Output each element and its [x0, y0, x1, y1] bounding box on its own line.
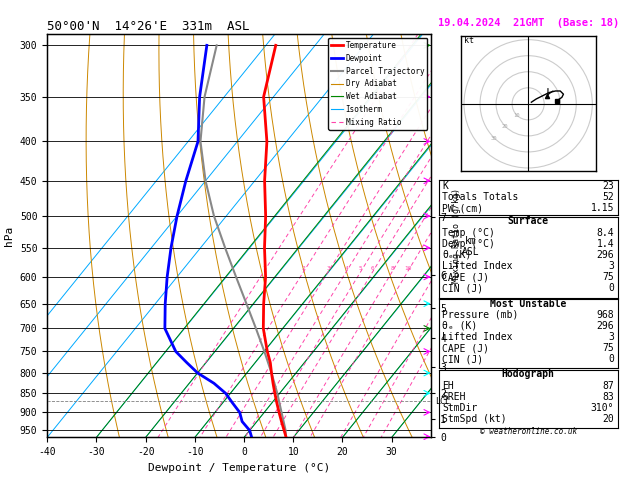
Text: 20: 20 [603, 414, 614, 424]
Text: 10: 10 [404, 266, 411, 271]
Text: Dewp (°C): Dewp (°C) [442, 239, 495, 249]
Text: 23: 23 [603, 181, 614, 191]
Text: 1: 1 [262, 266, 266, 271]
Text: EH: EH [442, 381, 454, 391]
Text: 4: 4 [345, 266, 348, 271]
Text: 3: 3 [608, 332, 614, 342]
Text: 8.4: 8.4 [596, 227, 614, 238]
Text: Mixing Ratio (g/kg): Mixing Ratio (g/kg) [452, 188, 461, 283]
Text: CAPE (J): CAPE (J) [442, 343, 489, 353]
Text: CAPE (J): CAPE (J) [442, 272, 489, 282]
Text: 3: 3 [608, 261, 614, 271]
Text: StmSpd (kt): StmSpd (kt) [442, 414, 507, 424]
Text: 20: 20 [502, 124, 508, 129]
Y-axis label: hPa: hPa [4, 226, 14, 246]
Text: LCL: LCL [435, 397, 450, 405]
Text: Lifted Index: Lifted Index [442, 332, 513, 342]
Text: 0: 0 [608, 283, 614, 294]
Text: Pressure (mb): Pressure (mb) [442, 310, 519, 320]
Text: SREH: SREH [442, 392, 465, 402]
Text: 1.4: 1.4 [596, 239, 614, 249]
Y-axis label: km
ASL: km ASL [462, 236, 480, 257]
Text: Lifted Index: Lifted Index [442, 261, 513, 271]
Text: 296: 296 [596, 250, 614, 260]
Text: CIN (J): CIN (J) [442, 283, 483, 294]
Text: Temp (°C): Temp (°C) [442, 227, 495, 238]
Text: © weatheronline.co.uk: © weatheronline.co.uk [479, 427, 577, 436]
Text: 10: 10 [513, 113, 520, 118]
Text: CIN (J): CIN (J) [442, 354, 483, 364]
Text: 6: 6 [371, 266, 375, 271]
Text: 8: 8 [391, 266, 394, 271]
Text: θₑ(K): θₑ(K) [442, 250, 472, 260]
Text: 50°00'N  14°26'E  331m  ASL: 50°00'N 14°26'E 331m ASL [47, 20, 250, 33]
Text: 30: 30 [490, 136, 497, 141]
Text: 87: 87 [603, 381, 614, 391]
Text: 83: 83 [603, 392, 614, 402]
Text: 0: 0 [608, 354, 614, 364]
Text: 2: 2 [302, 266, 306, 271]
Text: Totals Totals: Totals Totals [442, 192, 519, 202]
Text: Most Unstable: Most Unstable [490, 298, 566, 309]
Text: K: K [442, 181, 448, 191]
Text: 75: 75 [603, 272, 614, 282]
Text: kt: kt [464, 36, 474, 45]
Text: 310°: 310° [591, 403, 614, 413]
Text: 3: 3 [326, 266, 330, 271]
Text: PW (cm): PW (cm) [442, 203, 483, 213]
Text: 296: 296 [596, 321, 614, 331]
Text: Hodograph: Hodograph [502, 369, 555, 380]
Text: 5: 5 [359, 266, 363, 271]
Text: 52: 52 [603, 192, 614, 202]
X-axis label: Dewpoint / Temperature (°C): Dewpoint / Temperature (°C) [148, 463, 330, 473]
Text: Surface: Surface [508, 216, 548, 226]
Legend: Temperature, Dewpoint, Parcel Trajectory, Dry Adiabat, Wet Adiabat, Isotherm, Mi: Temperature, Dewpoint, Parcel Trajectory… [328, 38, 427, 130]
Text: 968: 968 [596, 310, 614, 320]
Text: 19.04.2024  21GMT  (Base: 18): 19.04.2024 21GMT (Base: 18) [438, 18, 619, 28]
Text: 75: 75 [603, 343, 614, 353]
Text: θₑ (K): θₑ (K) [442, 321, 477, 331]
Text: 1.15: 1.15 [591, 203, 614, 213]
Text: StmDir: StmDir [442, 403, 477, 413]
